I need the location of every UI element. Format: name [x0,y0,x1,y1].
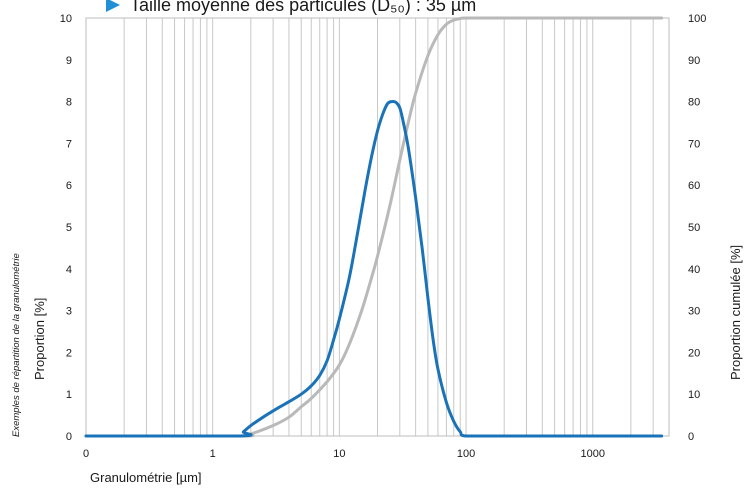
y2-tick-label: 10 [688,389,700,401]
y-tick-label: 5 [66,222,72,234]
y2-tick-label: 80 [688,97,700,109]
series-layer [84,16,664,438]
y2-tick-label: 20 [688,347,700,359]
plot-frame [85,17,670,437]
y2-tick-label: 100 [688,13,706,25]
x-axis-ticks: 0 1 10 100 1000 [83,448,605,460]
y-tick-label: 7 [66,138,72,150]
y2-tick-label: 50 [688,222,700,234]
y-tick-label: 10 [60,13,72,25]
x-tick-label: 1 [210,448,216,460]
x-tick-label: 0 [83,448,89,460]
x-tick-label: 10 [333,448,345,460]
y-tick-label: 4 [66,264,72,276]
y2-axis-title: Proportion cumulée [%] [728,245,743,380]
y2-tick-label: 60 [688,180,700,192]
x-tick-label: 100 [457,448,475,460]
y-tick-label: 1 [66,389,72,401]
y2-tick-label: 90 [688,55,700,67]
series-line-proportion [84,99,664,438]
y2-tick-label: 30 [688,306,700,318]
x-tick-label: 1000 [580,448,604,460]
y2-tick-label: 0 [688,431,694,443]
header-text: Taille moyenne des particules (D₅₀) : 35… [130,0,476,15]
y-tick-label: 0 [66,431,72,443]
y-axis-title: Proportion [%] [32,298,47,380]
y-tick-label: 3 [66,306,72,318]
gridlines [85,17,670,437]
y-tick-label: 8 [66,97,72,109]
x-axis-title: Granulométrie [µm] [90,470,202,485]
y-axis-right-ticks: 0 10 20 30 40 50 60 70 80 90 100 [688,13,706,443]
y2-tick-label: 40 [688,264,700,276]
y2-tick-label: 70 [688,138,700,150]
series-line-cumulative [84,16,664,438]
side-note: Exemples de répartition de la granulomét… [11,253,22,437]
y-tick-label: 9 [66,55,72,67]
y-tick-label: 2 [66,347,72,359]
y-tick-label: 6 [66,180,72,192]
y-axis-left-ticks: 0 1 2 3 4 5 6 7 8 9 10 [60,13,72,443]
bullet-arrow-icon [106,0,120,12]
